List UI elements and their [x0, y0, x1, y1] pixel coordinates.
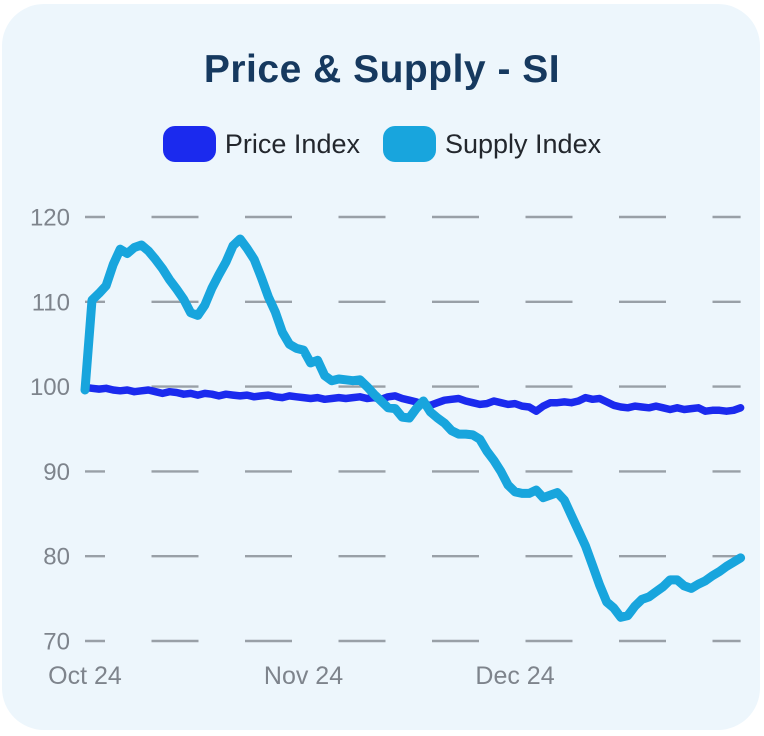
- chart-title: Price & Supply - SI: [203, 48, 561, 91]
- price-index-line: [81, 383, 745, 415]
- supply-index-line: [80, 234, 746, 622]
- legend-label-price-index: Price Index: [224, 128, 360, 159]
- legend-item-price-index[interactable]: Price Index: [162, 126, 360, 162]
- y-tick-label: 120: [30, 205, 70, 232]
- x-tick-label: Oct 24: [48, 662, 122, 690]
- legend-item-supply-index[interactable]: Supply Index: [382, 126, 602, 162]
- supply-index-swatch-icon: [382, 126, 436, 162]
- price-index-swatch-icon: [162, 126, 216, 162]
- legend: Price Index Supply Index: [0, 126, 764, 162]
- legend-label-supply-index: Supply Index: [444, 128, 602, 159]
- y-tick-label: 90: [43, 459, 70, 486]
- y-tick-label: 100: [30, 374, 70, 401]
- y-tick-label: 80: [43, 544, 70, 571]
- x-tick-label: Nov 24: [264, 662, 343, 690]
- y-tick-label: 110: [32, 289, 70, 316]
- y-tick-label: 70: [43, 629, 70, 656]
- x-tick-label: Dec 24: [475, 662, 554, 690]
